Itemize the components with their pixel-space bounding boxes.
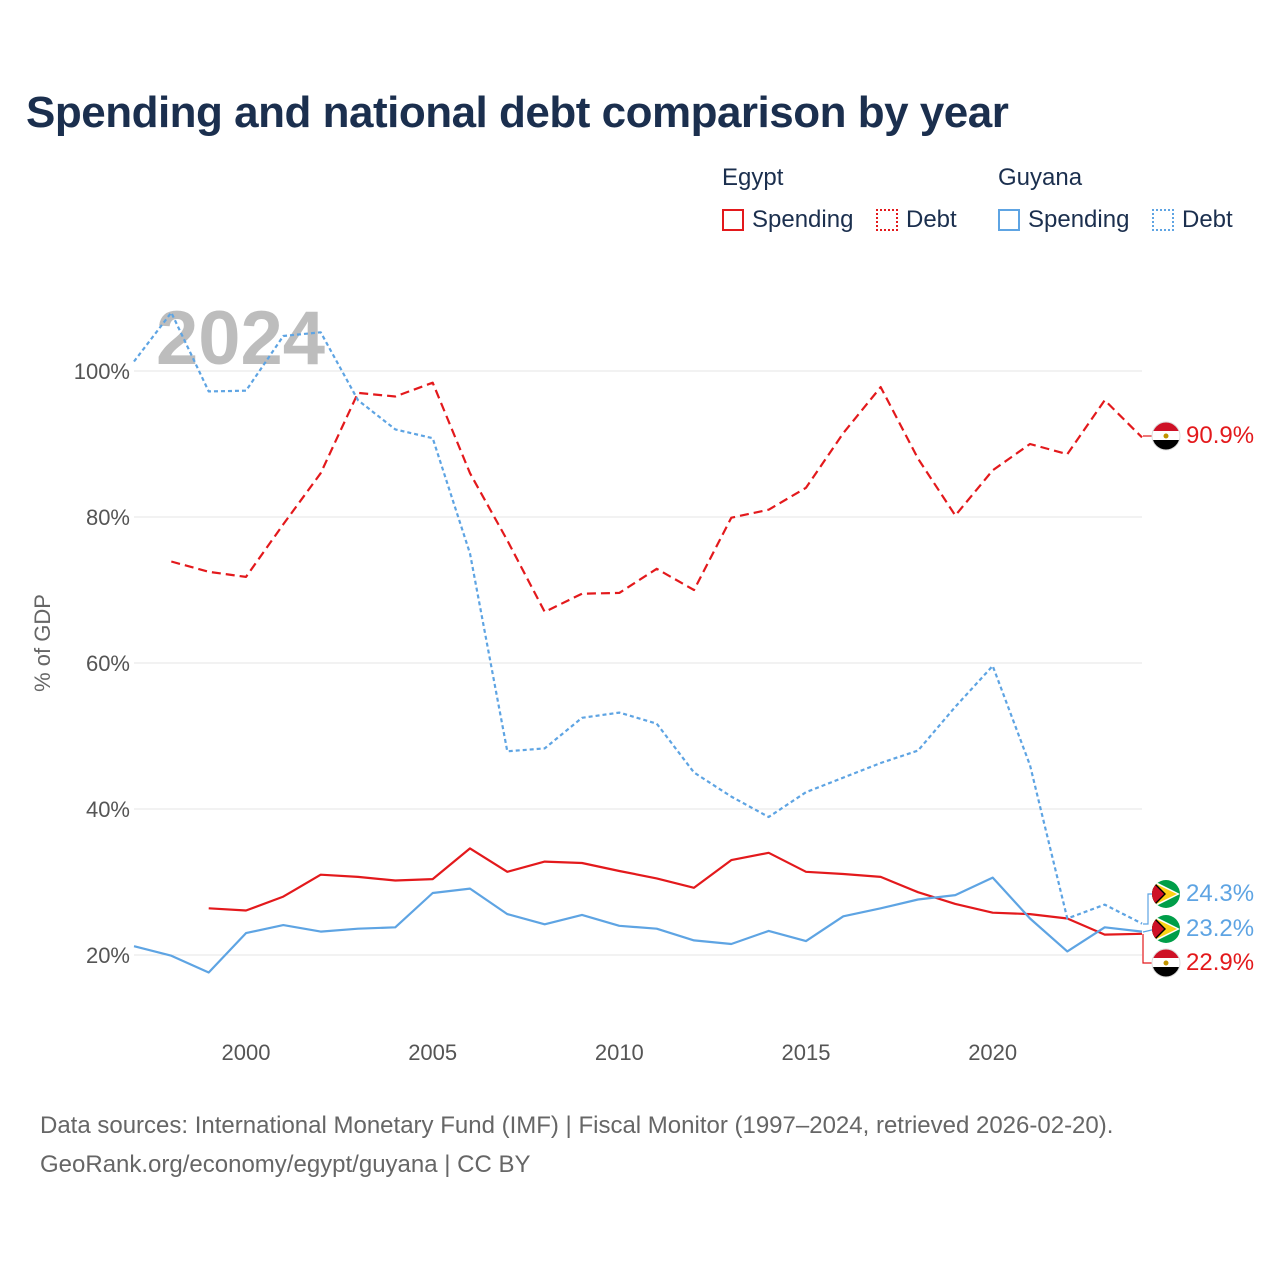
legend-swatch-egypt-spending — [722, 209, 744, 231]
legend-swatch-guyana-debt — [1152, 209, 1174, 231]
end-label-guyana-debt: 24.3% — [1186, 880, 1254, 907]
end-label-egypt-spending: 22.9% — [1186, 949, 1254, 976]
legend-label-egypt-spending: Spending — [752, 206, 854, 233]
egypt-flag-ring — [1151, 421, 1181, 451]
legend-item-egypt-spending[interactable]: Spending — [722, 206, 853, 234]
grid — [134, 370, 1142, 956]
line-chart: 2024 20%40%60%80%100% 2000 2005 2010 2015 20… — [30, 296, 1254, 1065]
legend-group-egypt: Egypt — [722, 164, 784, 191]
sources-line-1: Data sources: International Monetary Fun… — [40, 1112, 1114, 1139]
egypt-flag-icon — [1152, 949, 1180, 977]
legend-label-guyana-debt: Debt — [1182, 206, 1233, 233]
series-line-egypt-spending[interactable] — [208, 847, 1143, 936]
egypt-flag-icon — [1152, 422, 1180, 450]
legend-label-egypt-debt: Debt — [906, 206, 957, 233]
y-tick-label: 80% — [86, 505, 130, 530]
data-sources: Data sources: International Monetary Fun… — [40, 1106, 1113, 1184]
end-label-guyana-spending: 23.2% — [1186, 915, 1254, 942]
guyana-flag-icon — [1152, 880, 1180, 908]
y-axis: 20% 40% 60% 80% 100% — [74, 359, 130, 968]
year-watermark: 2024 — [156, 296, 325, 381]
y-axis-title: % of GDP — [30, 594, 55, 692]
chart-title: Spending and national debt comparison by… — [26, 88, 1009, 137]
series-line-guyana-spending[interactable] — [133, 876, 1143, 974]
series-line-egypt-debt[interactable] — [171, 381, 1143, 613]
legend-group-guyana: Guyana — [998, 164, 1083, 191]
x-tick-label: 2000 — [222, 1040, 271, 1065]
legend-label-guyana-spending: Spending — [1028, 206, 1130, 233]
x-tick-label: 2020 — [968, 1040, 1017, 1065]
y-tick-label: 60% — [86, 651, 130, 676]
sources-line-2: GeoRank.org/economy/egypt/guyana | CC BY — [40, 1151, 531, 1178]
legend-item-egypt-debt[interactable]: Debt — [876, 206, 957, 234]
legend-swatch-guyana-spending — [998, 209, 1020, 231]
legend-swatch-egypt-debt — [876, 209, 898, 231]
series-line-guyana-debt[interactable] — [133, 311, 1143, 925]
x-tick-label: 2015 — [782, 1040, 831, 1065]
guyana-flag-icon — [1152, 915, 1180, 943]
x-tick-label: 2005 — [408, 1040, 457, 1065]
x-tick-label: 2010 — [595, 1040, 644, 1065]
y-tick-label: 40% — [86, 797, 130, 822]
y-tick-label: 100% — [74, 359, 130, 384]
legend-item-guyana-debt[interactable]: Debt — [1152, 206, 1233, 234]
egypt-flag-ring — [1151, 948, 1181, 978]
y-tick-label: 20% — [86, 943, 130, 968]
legend-item-guyana-spending[interactable]: Spending — [998, 206, 1129, 234]
end-label-connectors — [1142, 435, 1157, 964]
end-label-egypt-debt: 90.9% — [1186, 422, 1254, 449]
series — [133, 311, 1143, 974]
x-axis: 2000 2005 2010 2015 2020 — [222, 1040, 1018, 1065]
